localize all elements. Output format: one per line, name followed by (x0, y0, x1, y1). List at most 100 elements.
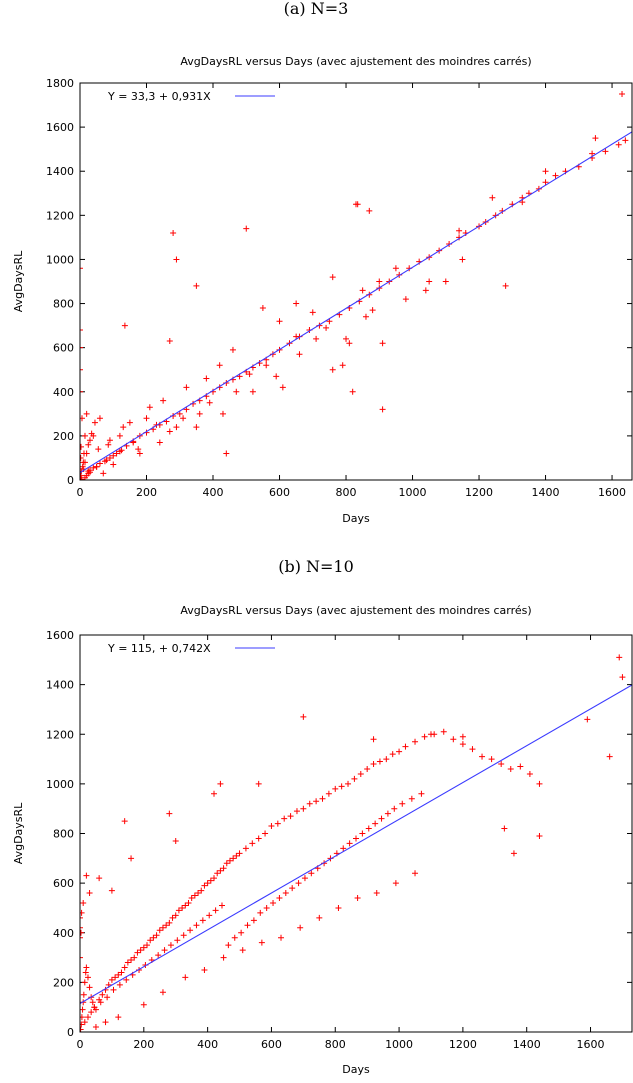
data-point (300, 805, 307, 812)
data-point (376, 758, 383, 765)
data-point (270, 899, 277, 906)
data-point (246, 371, 253, 378)
data-point (81, 1019, 88, 1026)
data-point (281, 815, 288, 822)
data-point (339, 362, 346, 369)
data-point (220, 865, 227, 872)
data-point (195, 890, 202, 897)
data-point (86, 984, 93, 991)
data-point (193, 922, 200, 929)
data-point (353, 835, 359, 842)
data-point (172, 837, 179, 844)
data-point (616, 654, 623, 661)
data-point (293, 300, 300, 307)
data-point (80, 327, 83, 334)
data-point (536, 832, 543, 839)
data-point (91, 419, 98, 426)
data-point (95, 446, 102, 453)
plot-area-b: 0 200 400 600 800 1000 1200 1400 1600 0 200 400 600 8… (12, 629, 633, 1076)
data-point (188, 895, 195, 902)
data-point (105, 441, 112, 448)
plot-area-a: 0 200 400 600 800 1000 1200 1400 1600 1800 0 200 400… (12, 77, 633, 525)
data-point (362, 313, 369, 320)
data-point (150, 934, 157, 941)
data-point (391, 805, 398, 812)
data-point (242, 845, 249, 852)
data-point (185, 899, 192, 906)
data-point (456, 227, 463, 234)
x-tick-label: 600 (261, 1038, 282, 1051)
y-tick-label: 800 (53, 298, 74, 311)
data-point (223, 860, 230, 867)
x-tick-label: 1400 (532, 486, 560, 499)
data-point (402, 296, 409, 303)
data-point (459, 741, 466, 748)
y-tick-label: 400 (53, 927, 74, 940)
data-point (372, 820, 379, 827)
data-point (88, 1009, 95, 1016)
data-point (128, 855, 135, 862)
data-point (346, 840, 353, 847)
y-tick-label: 200 (53, 430, 74, 443)
data-point (258, 939, 265, 946)
data-point (273, 373, 280, 380)
data-point (301, 875, 308, 882)
data-point (137, 947, 144, 954)
data-point (131, 954, 138, 961)
data-point (182, 974, 189, 981)
data-point (526, 770, 533, 777)
data-point (124, 959, 131, 966)
data-point (130, 439, 137, 446)
data-point (313, 798, 320, 805)
data-point (421, 733, 428, 740)
x-tick-label: 1200 (465, 486, 493, 499)
data-point (80, 443, 84, 450)
data-point (408, 795, 415, 802)
data-point (172, 912, 179, 919)
y-tick-label: 600 (53, 342, 74, 355)
data-point (140, 1001, 147, 1008)
y-tick-label: 800 (53, 828, 74, 841)
data-point (83, 410, 90, 417)
data-point (86, 890, 93, 897)
data-point (379, 406, 386, 413)
x-tick-label: 400 (203, 486, 224, 499)
data-point (97, 999, 104, 1006)
x-tick-label: 0 (77, 486, 84, 499)
data-point (140, 944, 147, 951)
data-point (134, 949, 141, 956)
data-point (80, 476, 85, 480)
data-point (83, 450, 90, 457)
data-point (510, 850, 517, 857)
y-tick-label: 1600 (46, 121, 74, 134)
data-point (276, 318, 283, 325)
data-point (217, 780, 224, 787)
data-point (93, 463, 100, 470)
data-point (191, 892, 198, 899)
plot-frame (79, 634, 633, 1033)
data-point (80, 991, 87, 998)
data-point (102, 1019, 109, 1026)
data-point (80, 899, 87, 906)
data-point (365, 825, 372, 832)
y-tick-label: 1400 (46, 679, 74, 692)
fit-line (80, 131, 632, 474)
data-point (198, 887, 205, 894)
y-axis-label: AvgDaysRL (12, 802, 25, 864)
data-point (323, 324, 330, 331)
data-point (115, 971, 122, 978)
data-point (110, 986, 117, 993)
data-point (112, 974, 119, 981)
data-point (106, 454, 113, 461)
data-point (92, 1024, 99, 1031)
legend-label: Y = 115, + 0,742X (107, 642, 211, 655)
data-point (89, 999, 96, 1006)
data-point (80, 954, 83, 961)
data-point (249, 840, 256, 847)
x-tick-label: 0 (77, 1038, 84, 1051)
legend-label: Y = 33,3 + 0,931X (107, 90, 211, 103)
data-point (159, 989, 166, 996)
data-point (229, 346, 236, 353)
x-tick-label: 600 (269, 486, 290, 499)
data-point (144, 942, 151, 949)
